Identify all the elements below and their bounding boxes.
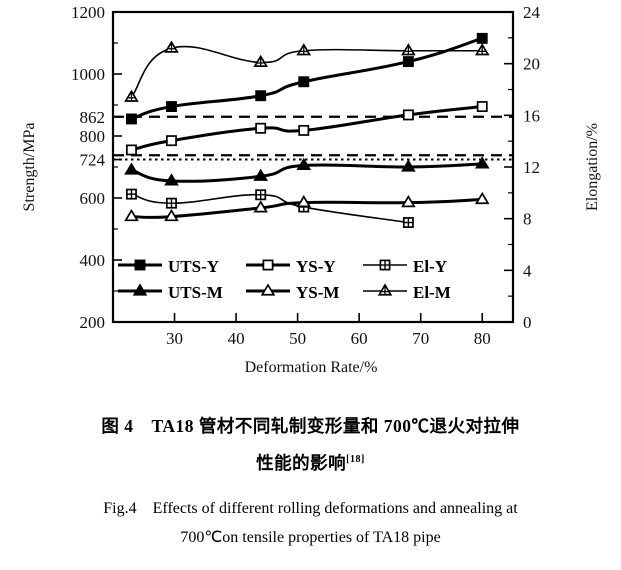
- chart-legend: UTS-Y YS-Y El-Y UTS-M YS-M El-M: [118, 257, 451, 302]
- marker-filled-triangle: [253, 168, 268, 181]
- marker-filled-square: [402, 56, 414, 68]
- y2-tick-label: 12: [523, 158, 540, 177]
- marker-filled-triangle: [296, 157, 312, 171]
- y-tick-label: 724: [80, 151, 106, 170]
- marker-open-triangle: [124, 208, 139, 222]
- marker-filled-square: [166, 101, 177, 112]
- x-tick-label: 60: [351, 329, 368, 348]
- marker-open-square: [126, 144, 137, 156]
- legend-item-El-Y[interactable]: El-Y: [363, 257, 447, 276]
- y2-tick-label: 4: [523, 261, 532, 280]
- y-tick-label: 600: [80, 189, 106, 208]
- x-tick-label: 50: [289, 329, 306, 348]
- y-tick-label: 200: [80, 313, 106, 332]
- marker-open-square: [402, 109, 414, 121]
- legend-item-YS-Y[interactable]: YS-Y: [246, 257, 336, 276]
- marker-open-square: [298, 124, 310, 136]
- caption-chinese-line2-text: 性能的影响: [256, 453, 347, 473]
- legend-label-El-Y: El-Y: [413, 257, 447, 276]
- x-axis-title: Deformation Rate/%: [245, 359, 378, 376]
- caption-chinese-line2: 性能的影响[18]: [0, 450, 621, 475]
- marker-filled-triangle: [401, 159, 416, 172]
- marker-open-triangle: [474, 191, 490, 205]
- legend-label-YS-M: YS-M: [296, 283, 339, 302]
- marker-filled-square: [255, 90, 267, 102]
- legend-label-UTS-M: UTS-M: [168, 283, 223, 302]
- legend-label-YS-Y: YS-Y: [296, 257, 336, 276]
- marker-open-triangle: [296, 194, 312, 208]
- legend-marker-filled-triangle: [132, 283, 148, 296]
- marker-filled-triangle: [474, 156, 490, 169]
- y-tick-label: 400: [80, 251, 106, 270]
- series-El-Y: [126, 188, 414, 228]
- marker-filled-triangle: [124, 162, 139, 175]
- marker-filled-triangle: [164, 173, 179, 186]
- marker-open-square: [255, 122, 267, 134]
- caption-chinese-line1: 图 4 TA18 管材不同轧制变形量和 700℃退火对拉伸: [101, 416, 520, 436]
- legend-label-UTS-Y: UTS-Y: [168, 257, 219, 276]
- x-tick-label: 80: [474, 329, 491, 348]
- x-tick-label: 70: [412, 329, 429, 348]
- chart-plot-area: 200 400 600 724 800 862 1000 1200 0 4 8 12 16 20 24 30 4…: [21, 3, 601, 376]
- marker-filled-square: [126, 113, 137, 125]
- axis-ticks-group: [113, 11, 513, 323]
- reference-lines-group: [113, 115, 513, 161]
- legend-item-UTS-Y[interactable]: UTS-Y: [118, 257, 219, 276]
- marker-open-triangle: [164, 208, 179, 222]
- marker-filled-square: [298, 76, 310, 88]
- caption-english-line1: Fig.4 Effects of different rolling defor…: [103, 500, 518, 517]
- marker-open-triangle: [253, 200, 268, 213]
- series-El-M: [124, 40, 490, 102]
- legend-marker-open-triangle: [260, 283, 276, 296]
- legend-marker-open-square: [262, 259, 274, 271]
- marker-open-triangle: [401, 194, 416, 208]
- x-tick-label: 40: [228, 329, 245, 348]
- y2-tick-label: 16: [523, 106, 540, 125]
- legend-item-El-M[interactable]: El-M: [363, 283, 451, 302]
- x-tick-label: 30: [166, 329, 183, 348]
- series-UTS-Y: [126, 32, 488, 125]
- series-YS-M: [124, 191, 490, 222]
- y-tick-label: 1200: [71, 3, 105, 22]
- legend-marker-filled-square: [134, 259, 146, 271]
- data-series-group: [124, 32, 490, 228]
- legend-label-El-M: El-M: [413, 283, 451, 302]
- y2-tick-label: 0: [523, 313, 532, 332]
- y-axis-title: Strength/MPa: [21, 123, 38, 212]
- caption-reference-superscript: [18]: [346, 454, 365, 466]
- y2-axis-title: Elongation/%: [584, 123, 601, 211]
- y2-tick-label: 20: [523, 55, 540, 74]
- legend-item-YS-M[interactable]: YS-M: [246, 283, 339, 302]
- y2-tick-label: 8: [523, 210, 532, 229]
- marker-filled-square: [476, 32, 488, 44]
- y-tick-label: 862: [80, 108, 106, 127]
- marker-open-square: [476, 101, 488, 112]
- legend-item-UTS-M[interactable]: UTS-M: [118, 283, 223, 302]
- y-tick-label: 1000: [71, 65, 105, 84]
- marker-open-square: [166, 135, 177, 147]
- y-tick-label: 800: [80, 127, 106, 146]
- series-UTS-M: [124, 156, 490, 186]
- y2-tick-label: 24: [523, 3, 541, 22]
- caption-english-line2: 700℃on tensile properties of TA18 pipe: [180, 529, 441, 546]
- series-YS-Y: [126, 101, 488, 156]
